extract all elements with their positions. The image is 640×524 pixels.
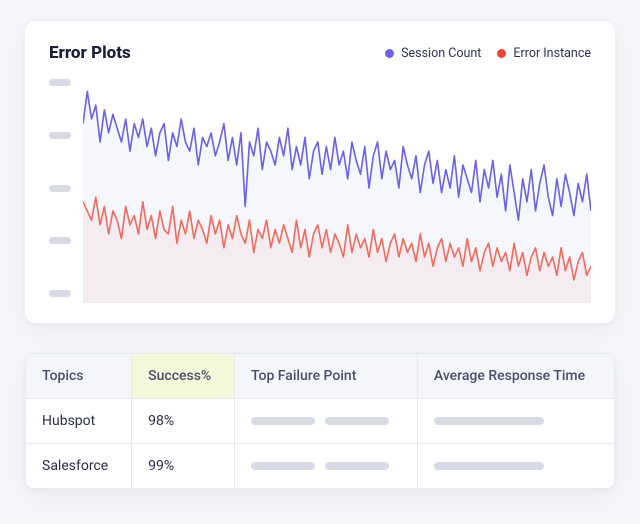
legend-label: Session Count [401,46,481,61]
cell-success: 98% [132,399,235,444]
skeleton-placeholder [251,417,315,425]
chart-title: Error Plots [49,43,131,63]
ytick-placeholder [49,79,71,86]
legend-dot-icon [385,49,394,58]
legend-item-session-count: Session Count [385,46,481,61]
legend-label: Error Instance [513,46,591,61]
legend-dot-icon [497,49,506,58]
chart-svg [83,73,591,303]
cell-topic: Salesforce [26,444,132,489]
chart-header: Error Plots Session Count Error Instance [49,43,591,63]
error-plots-card: Error Plots Session Count Error Instance [24,20,616,324]
chart-legend: Session Count Error Instance [385,46,591,61]
ytick-placeholder [49,132,71,139]
table-row: Hubspot98% [26,399,615,444]
skeleton-placeholder [251,462,315,470]
table-row: Salesforce99% [26,444,615,489]
cell-average-response-time [417,444,614,489]
cell-top-failure-point [234,399,417,444]
metrics-table: Topics Success% Top Failure Point Averag… [25,353,615,489]
col-top-failure-point: Top Failure Point [234,354,417,399]
chart-plot [83,73,591,303]
chart-yaxis [49,73,71,303]
cell-success: 99% [132,444,235,489]
skeleton-placeholder [325,417,389,425]
skeleton-placeholder [434,462,544,470]
metrics-table-card: Topics Success% Top Failure Point Averag… [24,352,616,490]
skeleton-placeholder [434,417,544,425]
chart-body [49,73,591,303]
ytick-placeholder [49,185,71,192]
cell-top-failure-point [234,444,417,489]
skeleton-placeholder [325,462,389,470]
ytick-placeholder [49,290,71,297]
col-average-response-time: Average Response Time [417,354,614,399]
legend-item-error-instance: Error Instance [497,46,591,61]
cell-average-response-time [417,399,614,444]
col-success: Success% [132,354,235,399]
cell-topic: Hubspot [26,399,132,444]
ytick-placeholder [49,237,71,244]
col-topics: Topics [26,354,132,399]
table-header-row: Topics Success% Top Failure Point Averag… [26,354,615,399]
